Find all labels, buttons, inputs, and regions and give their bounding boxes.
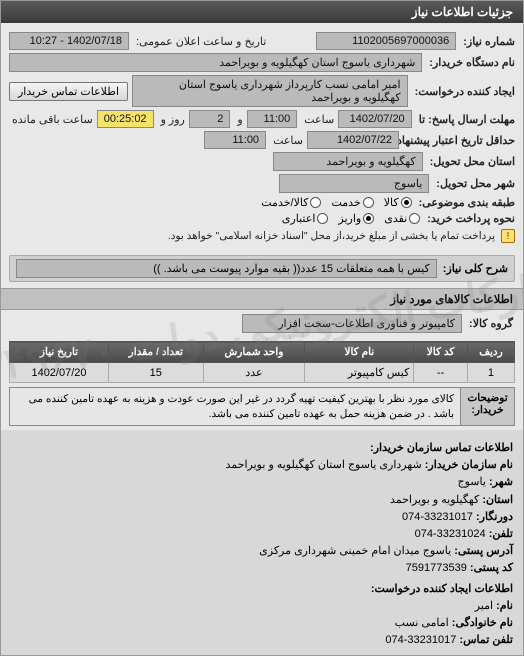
group-label: گروه کالا: xyxy=(466,317,513,330)
contact-name-value: امیر xyxy=(475,600,493,612)
contact-org-value: شهرداری یاسوج استان کهگیلویه و بویراحمد xyxy=(226,459,422,471)
contact-buyer-button[interactable]: اطلاعات تماس خریدار xyxy=(9,82,128,101)
nature-radio-khadamat[interactable]: خدمت xyxy=(331,196,373,209)
description-table: توضیحات خریدار: کالای مورد نظر با بهترین… xyxy=(9,387,515,426)
valid-time-value: 11:00 xyxy=(204,131,266,149)
contact-addr-value: یاسوج میدان امام خمینی شهرداری مرکزی xyxy=(259,545,451,557)
cell-qty: 15 xyxy=(108,363,203,383)
valid-date-value: 1402/07/22 xyxy=(307,131,399,149)
province-label: استان محل تحویل: xyxy=(427,155,515,168)
valid-label: حداقل تاریخ اعتبار پیشنهاد: تا تاریخ: xyxy=(403,134,515,147)
reply-time-label: ساعت xyxy=(301,113,334,126)
desc-buyer-label: توضیحات خریدار: xyxy=(461,388,515,426)
city-value: یاسوج xyxy=(279,174,429,193)
contact-lname-value: امامی نسب xyxy=(395,617,449,629)
contact-fax-value: 33231017-074 xyxy=(402,511,473,523)
pay-etebar-label: اعتباری xyxy=(282,212,316,225)
pay-radio-naqdi[interactable]: نقدی xyxy=(384,212,420,225)
nature-radio-kala[interactable]: کالا xyxy=(384,196,412,209)
pay-naqdi-label: نقدی xyxy=(384,212,407,225)
nature-radio-both[interactable]: کالا/خدمت xyxy=(261,196,321,209)
radio-icon xyxy=(363,213,374,224)
contact-tel-label: تلفن: xyxy=(489,528,513,540)
contact-city-value: یاسوج xyxy=(457,476,485,488)
remain-time-value: 00:25:02 xyxy=(97,110,154,128)
city-label: شهر محل تحویل: xyxy=(433,177,515,190)
summary-row: شرح کلی نیاز: کیس با همه متعلقات 15 عدد(… xyxy=(9,255,515,282)
col-qty: تعداد / مقدار xyxy=(108,342,203,363)
creator-value: امیر امامی نسب کارپرداز شهرداری یاسوج اس… xyxy=(132,75,408,107)
creator-label: ایجاد کننده درخواست: xyxy=(412,85,515,98)
reply-date-value: 1402/07/20 xyxy=(338,110,412,128)
nature-khadamat-label: خدمت xyxy=(331,196,360,209)
remain-and-label: و xyxy=(234,113,242,126)
contact-tel-value: 33231024-074 xyxy=(415,528,486,540)
radio-icon xyxy=(363,197,374,208)
col-name: نام کالا xyxy=(305,342,414,363)
cell-idx: 1 xyxy=(467,363,514,383)
contact-ctel-value: 33231017-074 xyxy=(385,634,456,646)
cell-code: -- xyxy=(414,363,467,383)
buyer-org-label: نام دستگاه خریدار: xyxy=(426,56,515,69)
pay-radio-group: نقدی واریز اعتباری xyxy=(282,212,420,225)
col-date: تاریخ نیاز xyxy=(10,342,109,363)
desc-buyer-text: کالای مورد نظر با بهترین کیفیت تهیه گردد… xyxy=(10,388,461,426)
radio-icon xyxy=(317,213,328,224)
creator-title: اطلاعات ایجاد کننده درخواست: xyxy=(11,581,513,598)
radio-icon xyxy=(409,213,420,224)
nature-kala-label: کالا xyxy=(384,196,399,209)
reply-time-value: 11:00 xyxy=(247,110,298,128)
pay-radio-vajhi[interactable]: واریز xyxy=(338,212,374,225)
contact-org-label: نام سازمان خریدار: xyxy=(425,459,513,471)
nature-radio-group: کالا خدمت کالا/خدمت xyxy=(261,196,411,209)
contact-block: اطلاعات تماس سازمان خریدار: نام سازمان خ… xyxy=(1,430,523,655)
contact-lname-label: نام خانوادگی: xyxy=(452,617,513,629)
remain-hour-label: ساعت باقی مانده xyxy=(9,113,93,126)
pay-note-text: پرداخت تمام یا بخشی از مبلغ خرید،از محل … xyxy=(168,230,495,242)
contact-ctel-label: تلفن تماس: xyxy=(459,634,513,646)
contact-zip-value: 7591773539 xyxy=(406,562,467,574)
nature-label: طبقه بندی موضوعی: xyxy=(416,196,515,209)
radio-icon xyxy=(401,197,412,208)
col-unit: واحد شمارش xyxy=(203,342,305,363)
contact-name-label: نام: xyxy=(496,600,513,612)
remain-days-value: 2 xyxy=(189,110,230,128)
public-dt-label: تاریخ و ساعت اعلان عمومی: xyxy=(133,35,266,48)
req-no-value: 1102005697000036 xyxy=(316,32,456,50)
col-code: کد کالا xyxy=(414,342,467,363)
remain-day-label: روز و xyxy=(158,113,185,126)
buyer-org-value: شهرداری یاسوج استان کهگیلویه و بویراحمد xyxy=(9,53,422,72)
pay-radio-etebar[interactable]: اعتباری xyxy=(282,212,329,225)
public-dt-value: 1402/07/18 - 10:27 xyxy=(9,32,129,50)
cell-date: 1402/07/20 xyxy=(10,363,109,383)
contact-title: اطلاعات تماس سازمان خریدار: xyxy=(11,440,513,457)
contact-zip-label: کد پستی: xyxy=(470,562,513,574)
cell-name: کیس کامپیوتر xyxy=(305,363,414,383)
radio-icon xyxy=(310,197,321,208)
col-idx: ردیف xyxy=(467,342,514,363)
main-header: جزئیات اطلاعات نیاز xyxy=(1,1,523,23)
summary-label: شرح کلی نیاز: xyxy=(437,262,508,275)
nature-both-label: کالا/خدمت xyxy=(261,196,308,209)
contact-addr-label: آدرس پستی: xyxy=(454,545,513,557)
contact-fax-label: دورنگار: xyxy=(476,511,513,523)
pay-vajhi-label: واریز xyxy=(338,212,361,225)
contact-city-label: شهر: xyxy=(489,476,513,488)
items-table: ردیف کد کالا نام کالا واحد شمارش تعداد /… xyxy=(9,341,515,383)
group-value: کامپیوتر و فناوری اطلاعات-سخت افزار xyxy=(242,314,462,333)
contact-province-value: کهگیلویه و بویراحمد xyxy=(390,494,479,506)
summary-value: کیس با همه متعلقات 15 عدد(( بقیه موارد پ… xyxy=(16,259,437,278)
cell-unit: عدد xyxy=(203,363,305,383)
items-header: اطلاعات کالاهای مورد نیاز xyxy=(1,288,523,310)
valid-time-label: ساعت xyxy=(270,134,303,147)
reply-deadline-label: مهلت ارسال پاسخ: تا xyxy=(416,113,515,126)
contact-province-label: استان: xyxy=(482,494,513,506)
pay-label: نحوه پرداخت خرید: xyxy=(424,212,515,225)
table-row[interactable]: 1 -- کیس کامپیوتر عدد 15 1402/07/20 xyxy=(10,363,515,383)
req-no-label: شماره نیاز: xyxy=(460,35,515,48)
warning-icon: ! xyxy=(501,229,515,243)
province-value: کهگیلویه و بویراحمد xyxy=(273,152,423,171)
